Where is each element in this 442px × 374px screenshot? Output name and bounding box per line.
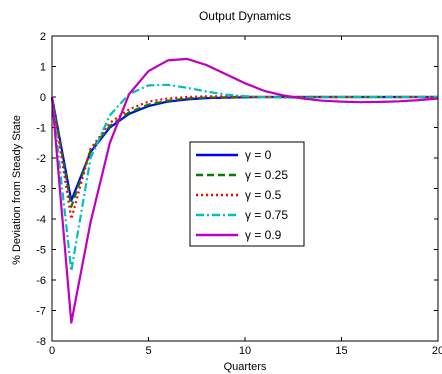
series-layer	[50, 57, 439, 324]
series-line	[50, 83, 438, 272]
legend-label: γ = 0.5	[245, 188, 282, 202]
y-tick-label: -1	[36, 123, 46, 135]
y-ticks: 2 1 0 -1 -2 -3 -4 -5 -6 -7 -8	[36, 31, 438, 348]
y-tick-label: -6	[36, 275, 46, 287]
x-axis-title: Quarters	[224, 361, 267, 373]
y-tick-label: -8	[36, 336, 46, 348]
legend-label: γ = 0	[245, 148, 272, 162]
y-tick-label: 0	[40, 92, 46, 104]
chart-title: Output Dynamics	[199, 9, 291, 23]
y-tick-label: 1	[40, 62, 46, 74]
x-tick-label: 10	[239, 345, 251, 357]
y-tick-label: -7	[36, 306, 46, 318]
x-tick-label: 20	[432, 345, 442, 357]
x-tick-label: 15	[335, 345, 347, 357]
x-ticks: 0 5 10 15 20	[49, 36, 442, 357]
legend: γ = 0 γ = 0.25 γ = 0.5 γ = 0.75 γ = 0.9	[189, 141, 305, 247]
legend-label: γ = 0.9	[245, 228, 282, 242]
legend-label: γ = 0.75	[245, 208, 288, 222]
y-tick-label: -5	[36, 245, 46, 257]
series-line	[50, 95, 438, 221]
y-tick-label: -4	[36, 214, 46, 226]
legend-box	[189, 141, 305, 247]
y-tick-label: -3	[36, 184, 46, 196]
legend-label: γ = 0.25	[245, 168, 288, 182]
y-axis-title: % Deviation from Steady State	[11, 115, 23, 265]
y-tick-label: -2	[36, 153, 46, 165]
x-tick-label: 5	[145, 345, 151, 357]
y-tick-label: 2	[40, 31, 46, 43]
plot-frame	[51, 35, 439, 342]
x-tick-label: 0	[49, 345, 55, 357]
series-line	[50, 57, 439, 324]
